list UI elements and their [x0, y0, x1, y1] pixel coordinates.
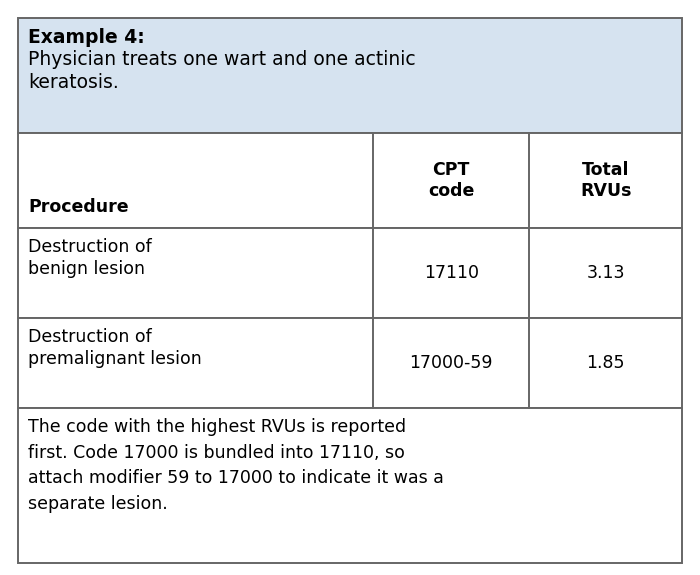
Text: Physician treats one wart and one actinic
keratosis.: Physician treats one wart and one actini… [28, 50, 416, 93]
Text: Destruction of
premalignant lesion: Destruction of premalignant lesion [28, 328, 202, 368]
Text: 17000-59: 17000-59 [410, 354, 493, 372]
Bar [18, 228, 682, 318]
Text: Procedure: Procedure [28, 198, 129, 216]
Text: 1.85: 1.85 [587, 354, 625, 372]
Text: 17110: 17110 [424, 264, 479, 282]
Text: 3.13: 3.13 [587, 264, 625, 282]
Text: The code with the highest RVUs is reported
first. Code 17000 is bundled into 171: The code with the highest RVUs is report… [28, 418, 444, 513]
Text: Example 4:: Example 4: [28, 28, 145, 47]
Bar [18, 133, 682, 228]
Bar [18, 318, 682, 408]
Text: CPT
code: CPT code [428, 161, 475, 200]
Text: Total
RVUs: Total RVUs [580, 161, 631, 200]
Text: Destruction of
benign lesion: Destruction of benign lesion [28, 238, 152, 278]
Bar [18, 18, 682, 133]
Bar [18, 408, 682, 563]
